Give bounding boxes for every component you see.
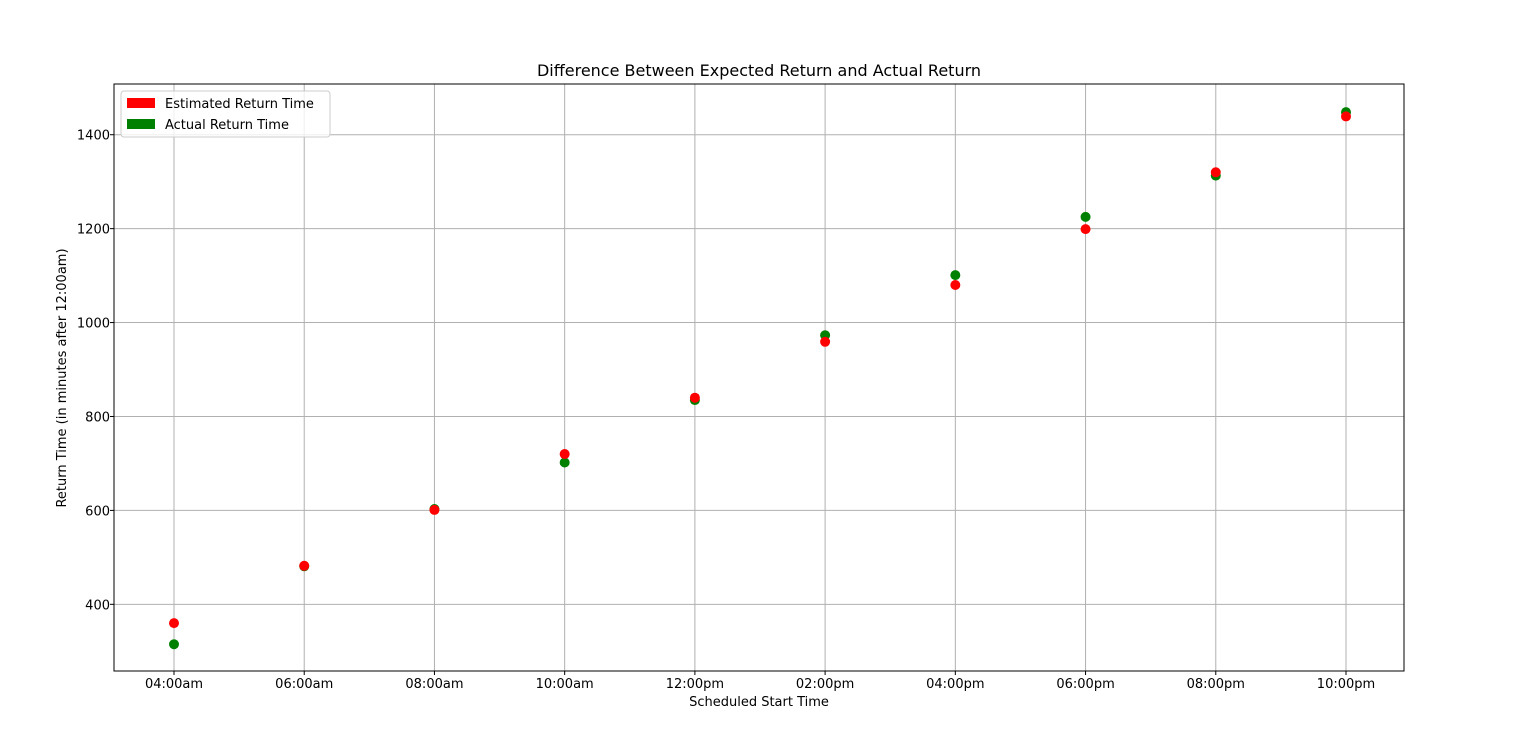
x-tick-label: 06:00am [275,677,333,692]
y-tick-label: 1400 [77,129,110,144]
legend: Estimated Return Time Actual Return Time [120,90,331,138]
legend-frame [120,90,331,138]
plot-area-frame [113,83,1405,672]
x-axis-label: Scheduled Start Time [689,695,829,710]
chart-title: Difference Between Expected Return and A… [537,61,981,80]
axis-ticks: 04:00am 06:00am 08:00am 10:00am 12:00pm 02:00… [77,129,1375,692]
legend-label-actual: Actual Return Time [165,118,289,133]
actual-return-point [559,457,570,468]
legend-label-estimated: Estimated Return Time [165,97,314,112]
y-tick-label: 400 [85,598,110,613]
x-tick-label: 06:00pm [1056,677,1114,692]
x-tick-label: 08:00pm [1187,677,1245,692]
y-tick-label: 800 [85,410,110,425]
estimated-return-point [820,336,831,347]
estimated-return-point [299,560,310,571]
estimated-return-point [1080,224,1091,235]
x-tick-label: 04:00am [145,677,203,692]
y-tick-label: 1200 [77,223,110,238]
x-tick-label: 02:00pm [796,677,854,692]
actual-return-point [169,639,179,650]
legend-swatch-actual [127,119,155,129]
actual-return-point [1080,211,1091,222]
y-tick-label: 600 [85,504,110,519]
estimated-return-point [950,279,961,290]
estimated-return-point [1210,167,1221,178]
estimated-return-point [169,618,179,629]
x-tick-label: 10:00am [536,677,594,692]
x-tick-label: 10:00pm [1317,677,1375,692]
legend-swatch-estimated [127,98,155,108]
estimated-return-point [689,392,700,403]
x-tick-label: 12:00pm [666,677,724,692]
x-tick-label: 04:00pm [926,677,984,692]
estimated-return-point [429,504,440,515]
data-points [169,107,1351,650]
actual-return-point [950,270,961,281]
x-tick-label: 08:00am [405,677,463,692]
y-axis-label: Return Time (in minutes after 12:00am) [55,248,70,507]
y-tick-label: 1000 [77,317,110,332]
estimated-return-point [1341,111,1351,122]
estimated-return-point [559,449,570,460]
